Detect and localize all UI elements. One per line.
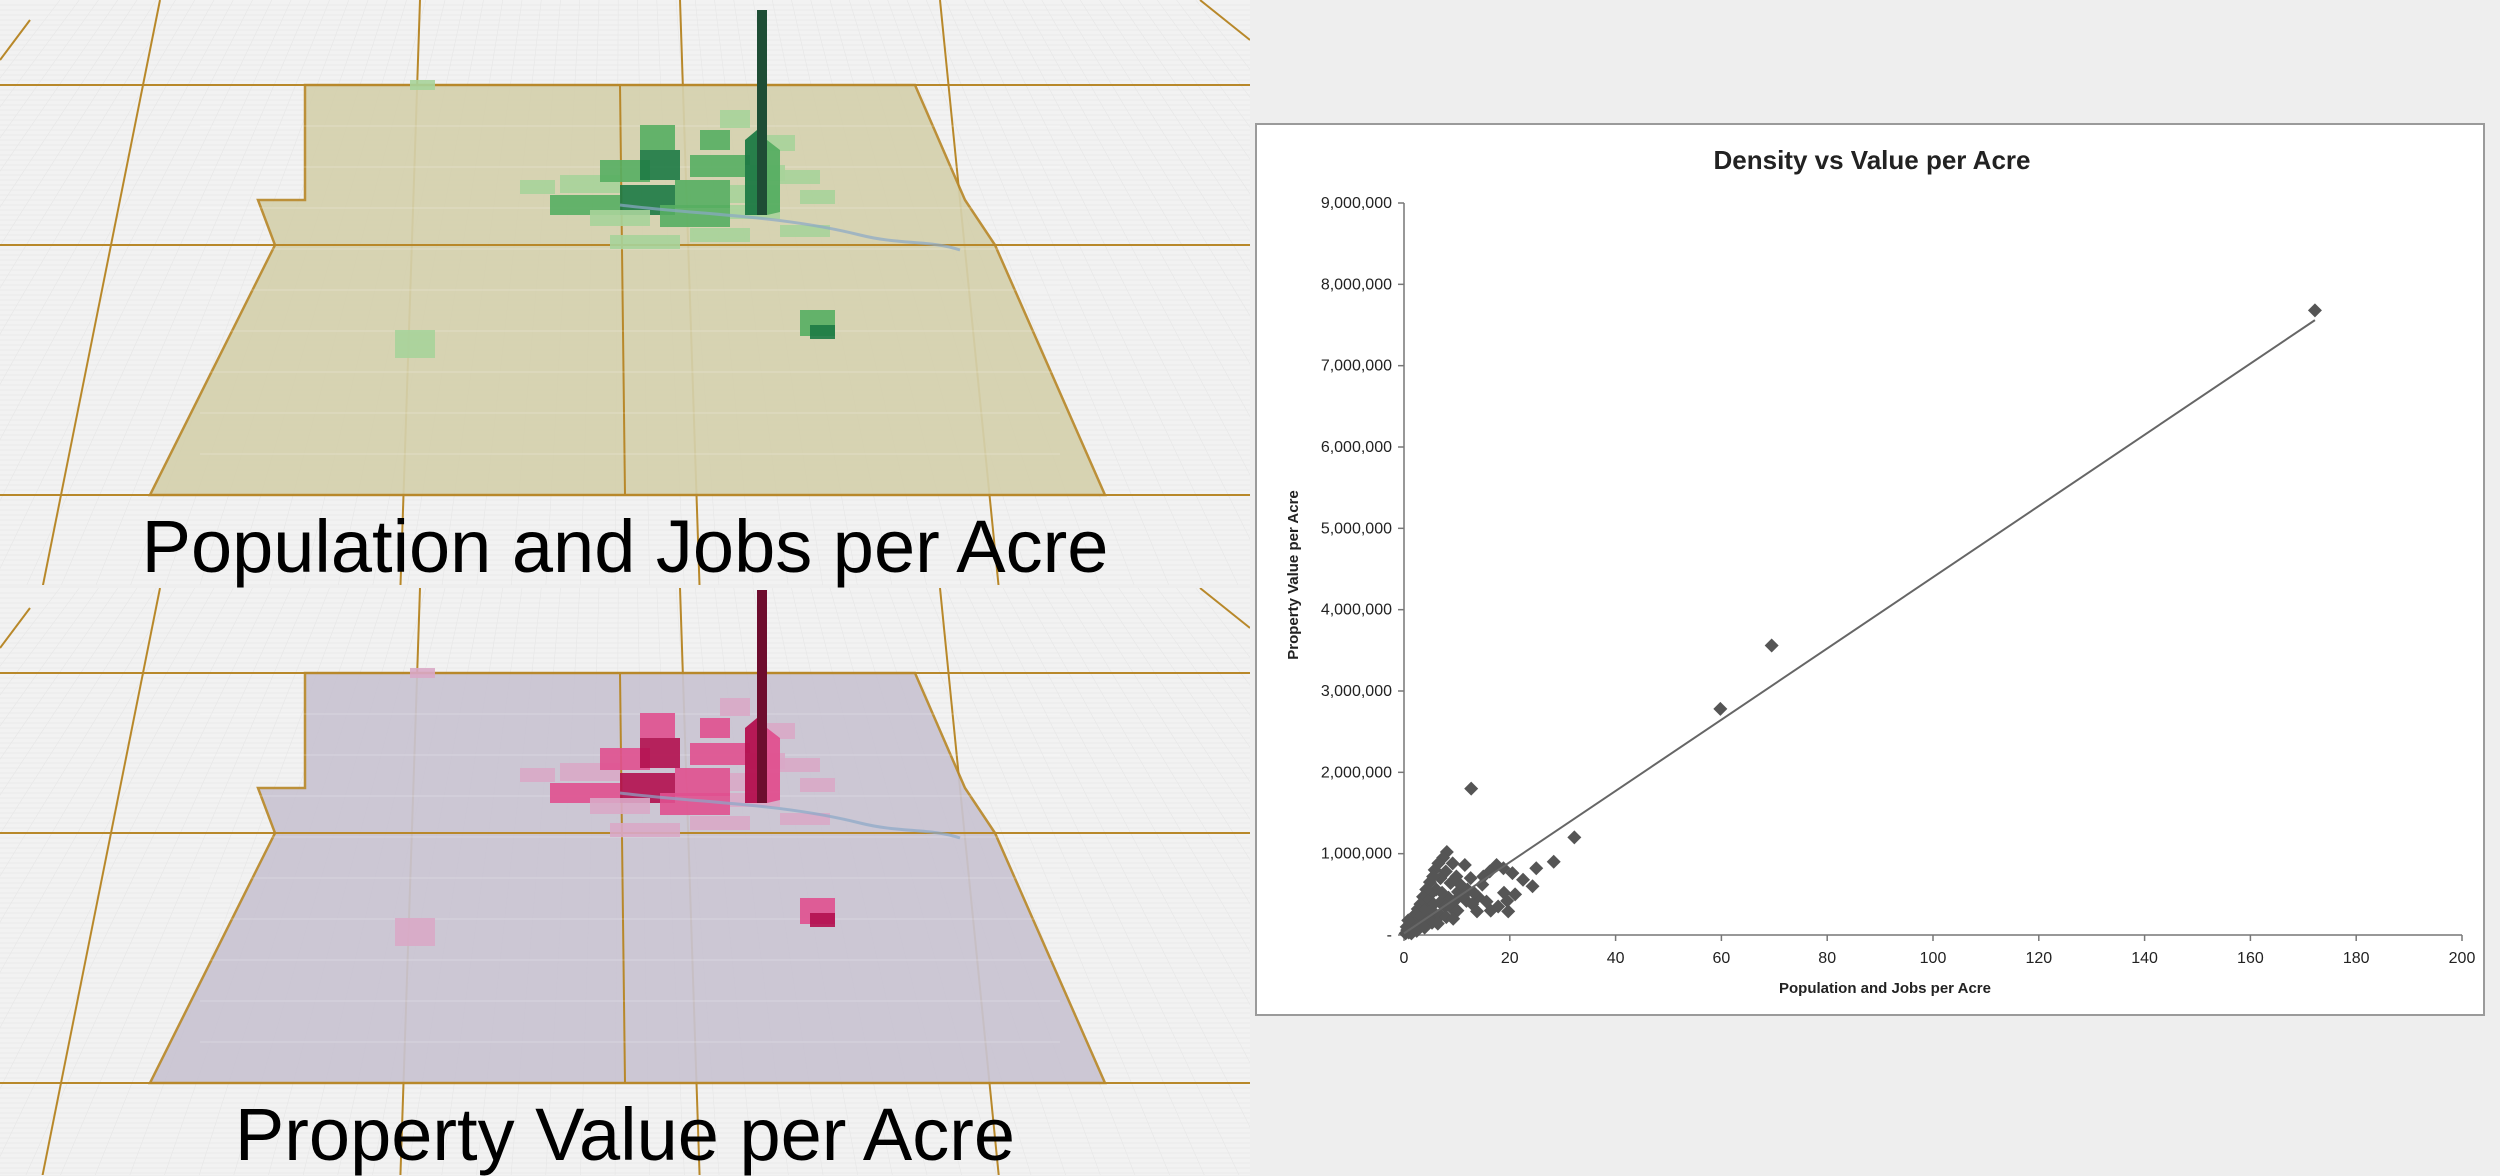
data-point <box>1432 895 1447 910</box>
data-point <box>2307 303 2322 318</box>
data-point <box>1567 830 1582 845</box>
data-point <box>1430 916 1445 931</box>
plot-area: - 1,000,000 2,000,000 3,000,000 4,000,000 5,0… <box>1321 195 2476 967</box>
x-tick-label: 40 <box>1607 950 1625 967</box>
x-axis-title: Population and Jobs per Acre <box>1779 980 1991 997</box>
data-point <box>1439 910 1454 925</box>
y-tick-label: 2,000,000 <box>1321 764 1392 781</box>
x-tick-label: 100 <box>1920 950 1947 967</box>
population-jobs-map-caption: Population and Jobs per Acre <box>141 505 1109 588</box>
data-point <box>1546 854 1561 869</box>
x-tick-label: 160 <box>2237 950 2264 967</box>
x-tick-label: 80 <box>1818 950 1836 967</box>
data-point <box>1479 894 1494 909</box>
data-point <box>1399 919 1414 934</box>
data-point <box>1464 781 1479 796</box>
y-tick-label: 7,000,000 <box>1321 358 1392 375</box>
data-point <box>1500 893 1515 908</box>
y-tick-label: - <box>1387 927 1392 944</box>
data-point <box>1446 911 1461 926</box>
data-point <box>1476 869 1491 884</box>
data-point <box>1401 913 1416 928</box>
data-point <box>1475 877 1490 892</box>
trendline <box>1403 319 2316 935</box>
data-point <box>1445 856 1460 871</box>
data-point <box>1496 861 1511 876</box>
population-jobs-3d-map <box>0 0 1250 585</box>
y-tick-label: 9,000,000 <box>1321 195 1392 212</box>
data-point <box>1483 903 1498 918</box>
density-spike-bar <box>757 590 767 803</box>
y-tick-label: 3,000,000 <box>1321 683 1392 700</box>
property-value-map-caption: Property Value per Acre <box>234 1093 1016 1176</box>
data-point <box>1463 871 1478 886</box>
property-value-3d-map <box>0 588 1250 1175</box>
data-point <box>1457 858 1472 873</box>
x-tick-label: 120 <box>2025 950 2052 967</box>
density-spike-bar <box>757 10 767 215</box>
x-tick-label: 60 <box>1713 950 1731 967</box>
population-jobs-map-panel <box>0 0 1250 585</box>
data-point <box>1525 879 1540 894</box>
study-area-region <box>147 671 1107 1085</box>
y-tick-label: 6,000,000 <box>1321 439 1392 456</box>
y-tick-label: 5,000,000 <box>1321 520 1392 537</box>
y-tick-label: 8,000,000 <box>1321 276 1392 293</box>
x-tick-label: 140 <box>2131 950 2158 967</box>
x-tick-label: 0 <box>1400 950 1409 967</box>
data-point <box>1426 869 1441 884</box>
data-point <box>1433 871 1448 886</box>
x-tick-label: 180 <box>2343 950 2370 967</box>
data-point <box>1764 638 1779 653</box>
data-point <box>1501 904 1516 919</box>
data-point <box>1529 861 1544 876</box>
y-axis-title: Property Value per Acre <box>1285 490 1302 660</box>
y-tick-label: 1,000,000 <box>1321 846 1392 863</box>
property-value-map-panel <box>0 588 1250 1175</box>
data-point <box>1491 899 1506 914</box>
data-point <box>1713 701 1728 716</box>
chart-title: Density vs Value per Acre <box>1714 145 2031 175</box>
data-point <box>1470 904 1485 919</box>
study-area-region <box>147 83 1107 497</box>
y-tick-label: 4,000,000 <box>1321 602 1392 619</box>
x-tick-label: 20 <box>1501 950 1519 967</box>
data-point <box>1508 887 1523 902</box>
x-tick-label: 200 <box>2449 950 2476 967</box>
data-point <box>1417 920 1432 935</box>
density-vs-value-scatter-chart: Density vs Value per Acre - 1,000,000 2,00… <box>1285 145 2476 997</box>
scatter-chart-panel: Density vs Value per Acre - 1,000,000 2,00… <box>1255 123 2485 1016</box>
data-point <box>1516 872 1531 887</box>
data-point <box>1450 903 1465 918</box>
